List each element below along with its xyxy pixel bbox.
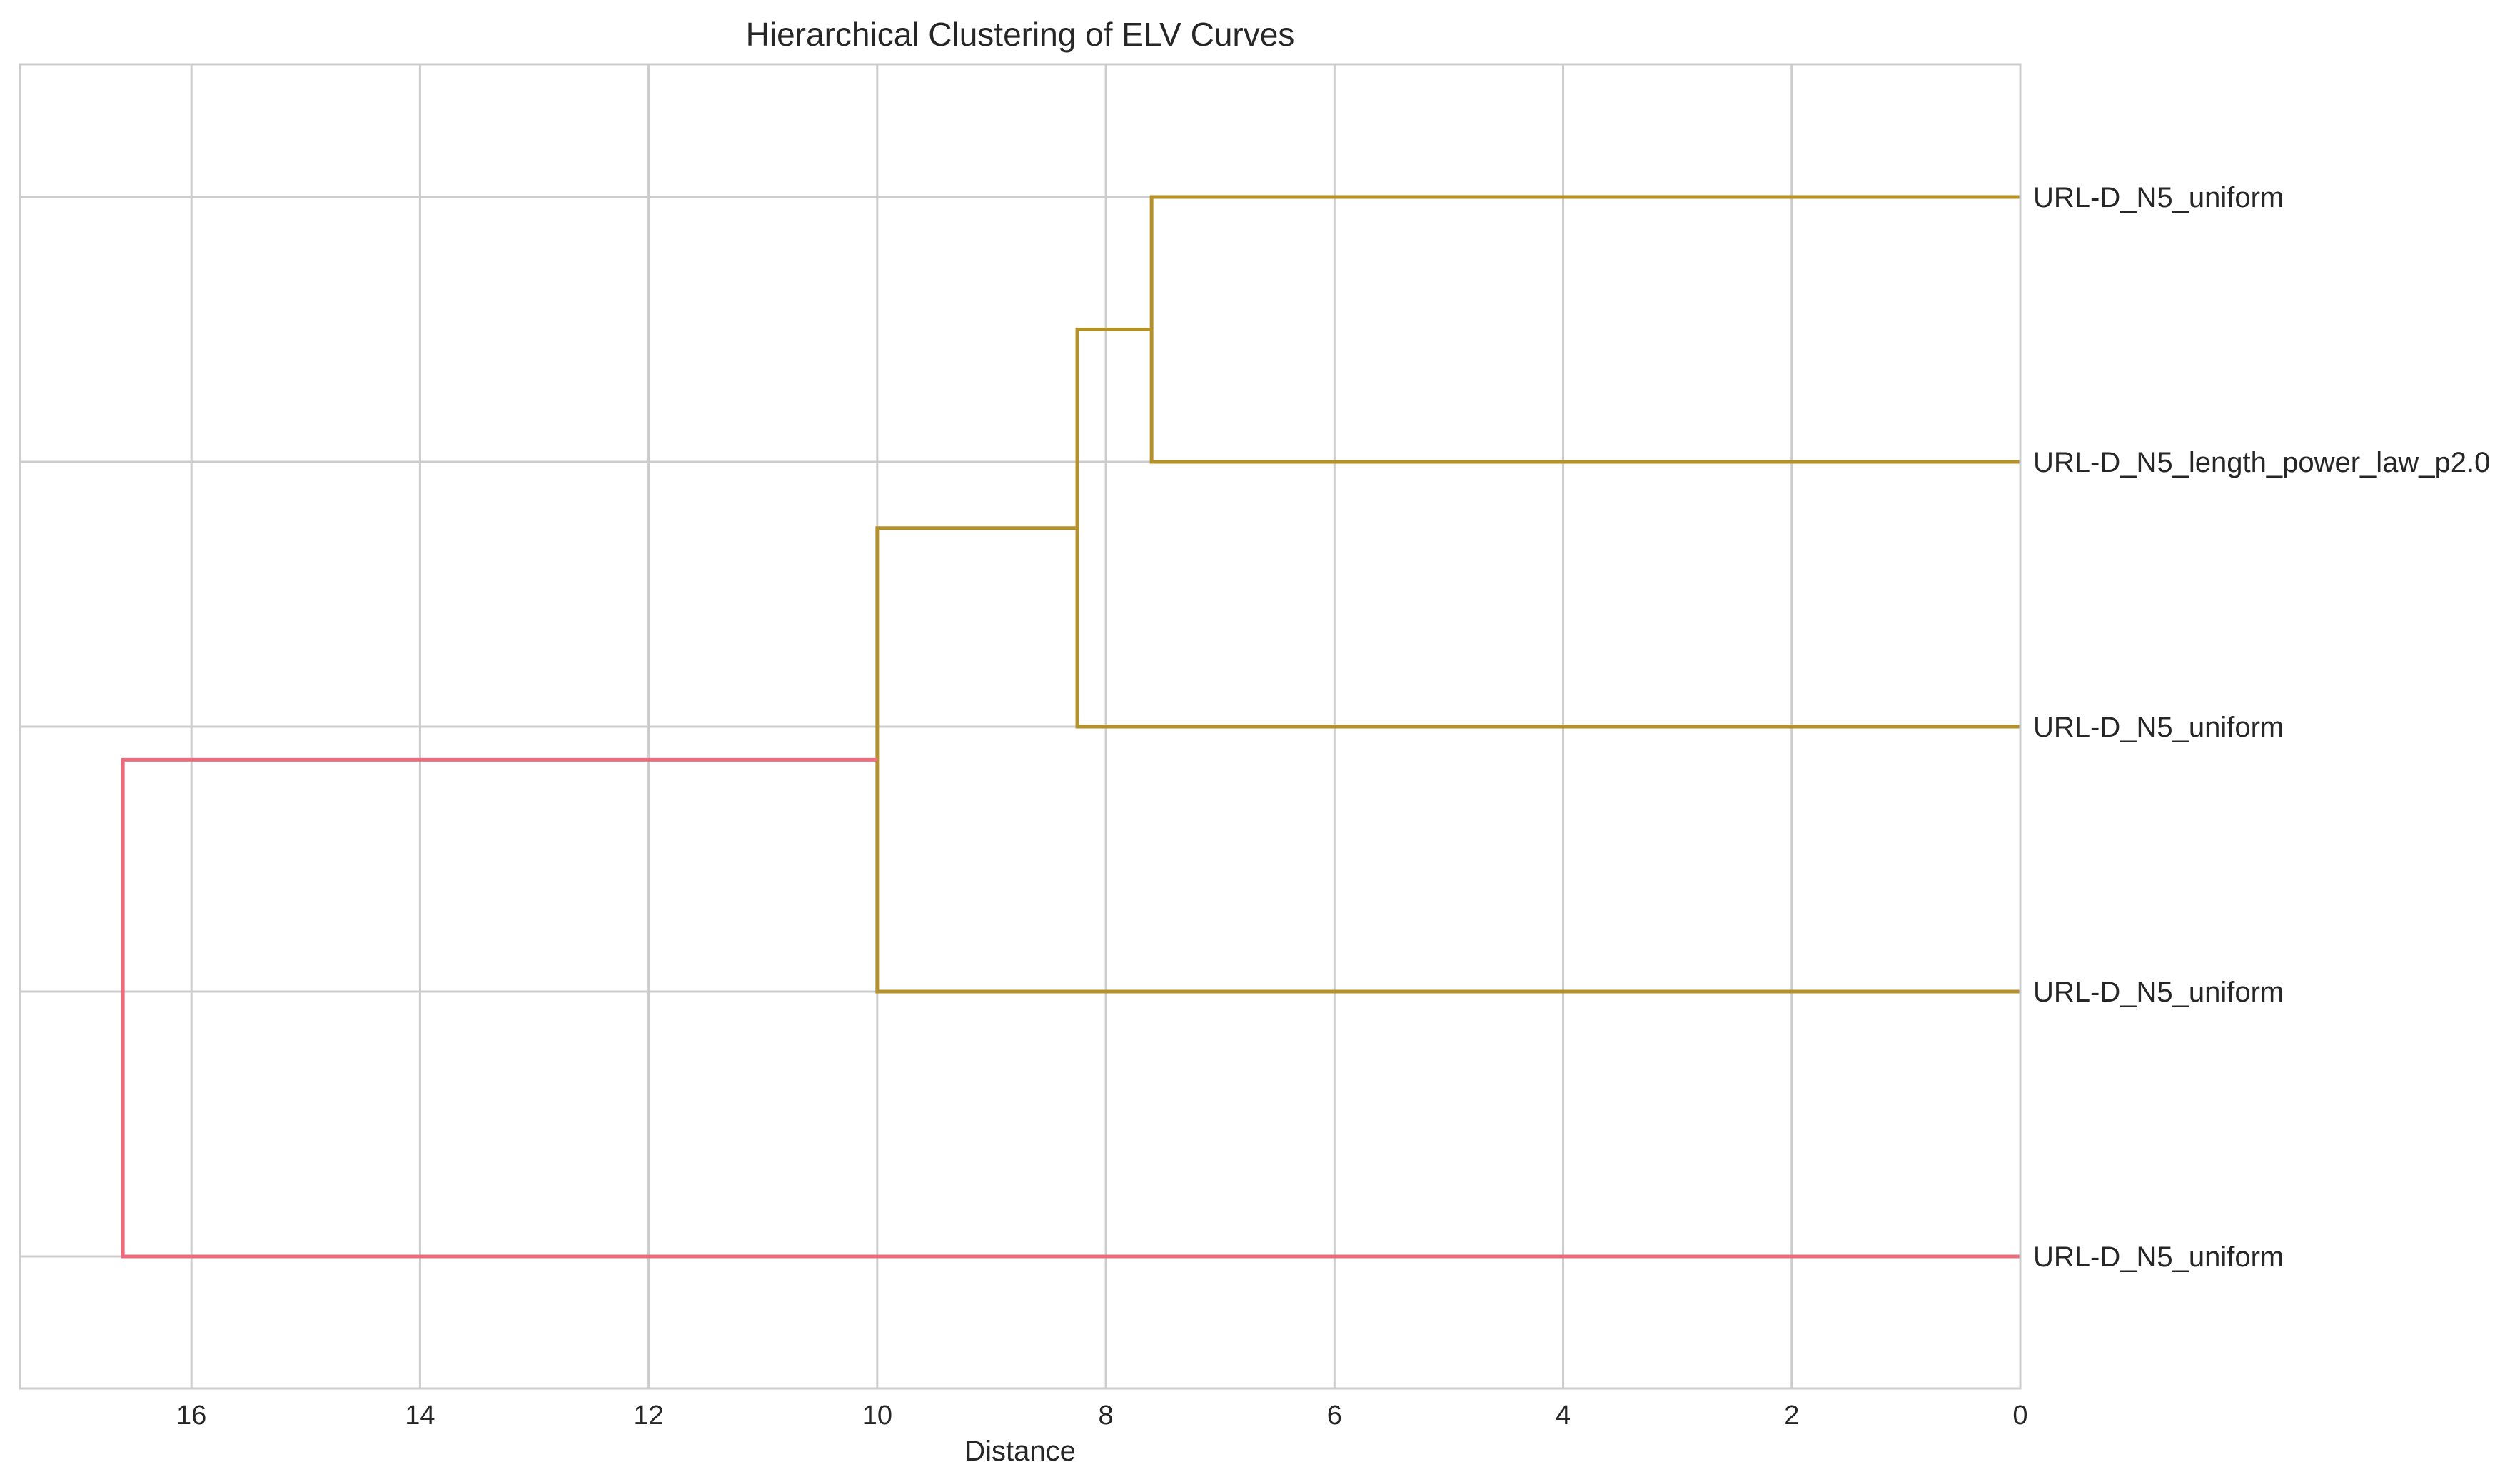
leaf-label: URL-D_N5_uniform [2033, 1241, 2284, 1273]
x-tick-label: 2 [1784, 1401, 1799, 1431]
x-tick-label: 8 [1099, 1401, 1114, 1431]
leaf-label: URL-D_N5_uniform [2033, 182, 2284, 213]
x-tick-label: 4 [1556, 1401, 1571, 1431]
plot-frame [19, 63, 2022, 1390]
x-tick-label: 14 [405, 1401, 435, 1431]
dendrogram-link [121, 757, 2020, 1259]
leaf-label: URL-D_N5_uniform [2033, 977, 2284, 1008]
x-axis-label: Distance [964, 1436, 1076, 1467]
chart-title: Hierarchical Clustering of ELV Curves [746, 16, 1295, 53]
x-tick-label: 6 [1327, 1401, 1342, 1431]
leaf-label: URL-D_N5_uniform [2033, 712, 2284, 743]
x-tick-label: 16 [176, 1401, 206, 1431]
dendrogram-link [875, 526, 2020, 994]
x-tick-label: 12 [633, 1401, 663, 1431]
x-tick-label: 0 [2012, 1401, 2027, 1431]
dendrogram-link [1075, 328, 2020, 729]
leaf-layer: URL-D_N5_uniform URL-D_N5_length_power_la… [2033, 182, 2490, 1273]
x-tick-label: 10 [862, 1401, 892, 1431]
link-layer [121, 195, 2020, 1259]
leaf-label: URL-D_N5_length_power_law_p2.0 [2033, 447, 2490, 478]
tick-layer: 16 14 12 10 8 6 4 2 0 [176, 1401, 2028, 1431]
dendrogram-link [1149, 195, 2020, 464]
